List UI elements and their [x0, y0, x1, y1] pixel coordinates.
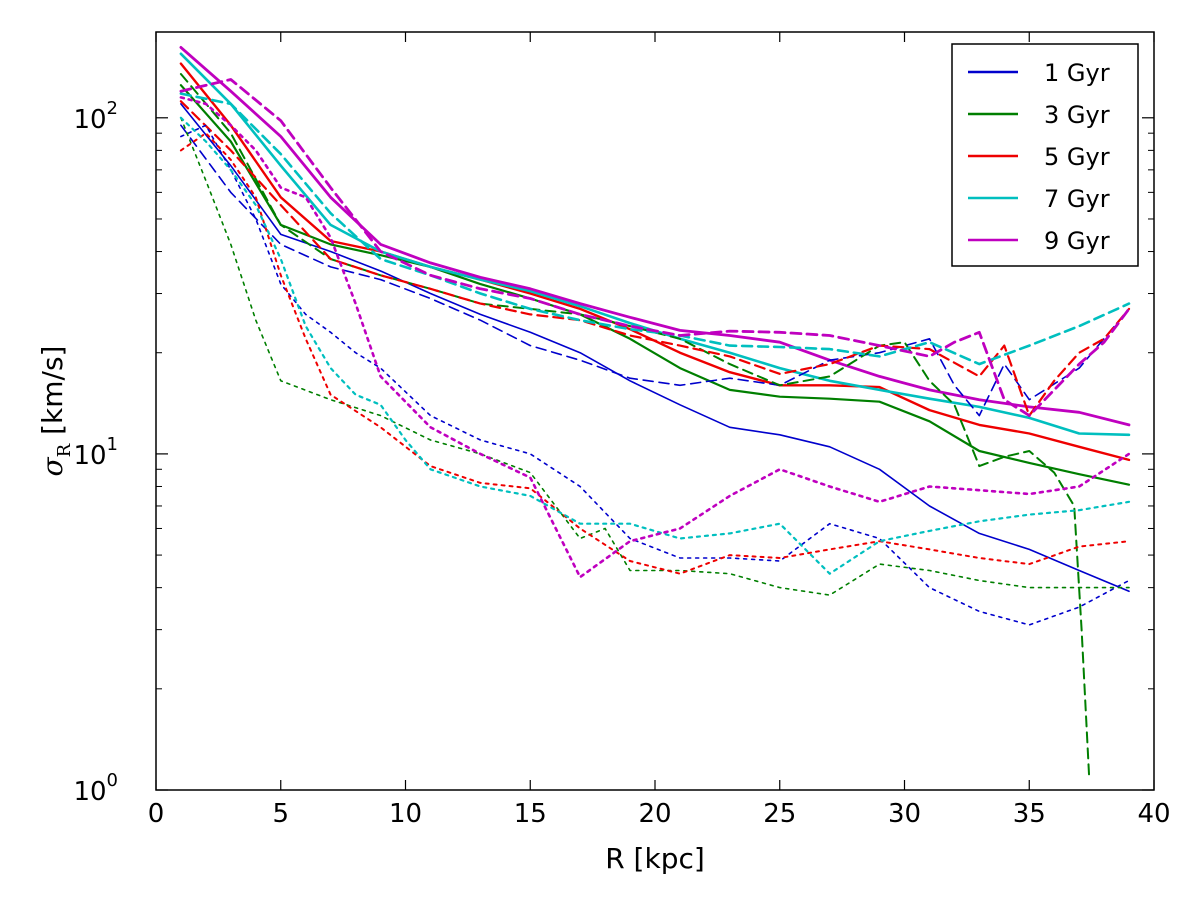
- legend: 1 Gyr 3 Gyr 5 Gyr 7 Gyr 9 Gyr: [951, 43, 1139, 267]
- series-layer: [179, 46, 1131, 778]
- series-line-dotted-1-gyr: [180, 124, 1130, 626]
- y-tick-label: 101: [73, 434, 118, 471]
- series-line-dashed-3-gyr: [179, 73, 1091, 778]
- y-tick-label: 100: [73, 770, 118, 807]
- legend-label: 1 Gyr: [1044, 59, 1110, 87]
- series-line-dashed-1-gyr: [180, 124, 1130, 417]
- x-tick-label: 35: [1013, 799, 1046, 829]
- series-line-solid-1-gyr: [180, 103, 1130, 593]
- series-line-dashed-5-gyr: [179, 100, 1131, 417]
- ticks-layer: [155, 32, 1155, 791]
- x-tick-label: 30: [888, 799, 921, 829]
- y-axis-label-subscript: R: [54, 443, 75, 457]
- series-line-solid-9-gyr: [179, 46, 1131, 427]
- y-tick-label: 102: [73, 98, 118, 135]
- y-axis-label-units: [km/s]: [36, 346, 69, 444]
- series-line-dotted-7-gyr: [179, 116, 1131, 575]
- series-line-dashed-9-gyr: [179, 78, 1131, 418]
- x-tick-label: 40: [1137, 799, 1170, 829]
- legend-label: 7 Gyr: [1044, 185, 1110, 213]
- series-line-dotted-9-gyr: [179, 96, 1131, 579]
- series-line-dotted-3-gyr: [180, 117, 1130, 596]
- legend-label: 5 Gyr: [1044, 143, 1110, 171]
- series-line-dashed-7-gyr: [179, 92, 1131, 366]
- series-line-dotted-5-gyr: [179, 132, 1130, 575]
- series-line-solid-3-gyr: [179, 84, 1131, 486]
- x-tick-label: 20: [638, 799, 671, 829]
- x-tick-label: 15: [514, 799, 547, 829]
- x-tick-label: 5: [272, 799, 289, 829]
- x-tick-label: 25: [763, 799, 796, 829]
- legend-label: 9 Gyr: [1044, 227, 1110, 255]
- labels-layer: 0 5 10 15 20 25 30 35 40 100 101 102: [73, 98, 1170, 829]
- x-tick-label: 10: [389, 799, 422, 829]
- x-tick-label: 0: [148, 799, 165, 829]
- y-axis-label: σR [km/s]: [36, 346, 75, 477]
- y-axis-label-symbol: σ: [36, 456, 69, 476]
- legend-label: 3 Gyr: [1044, 101, 1110, 129]
- x-axis-label: R [kpc]: [605, 842, 705, 875]
